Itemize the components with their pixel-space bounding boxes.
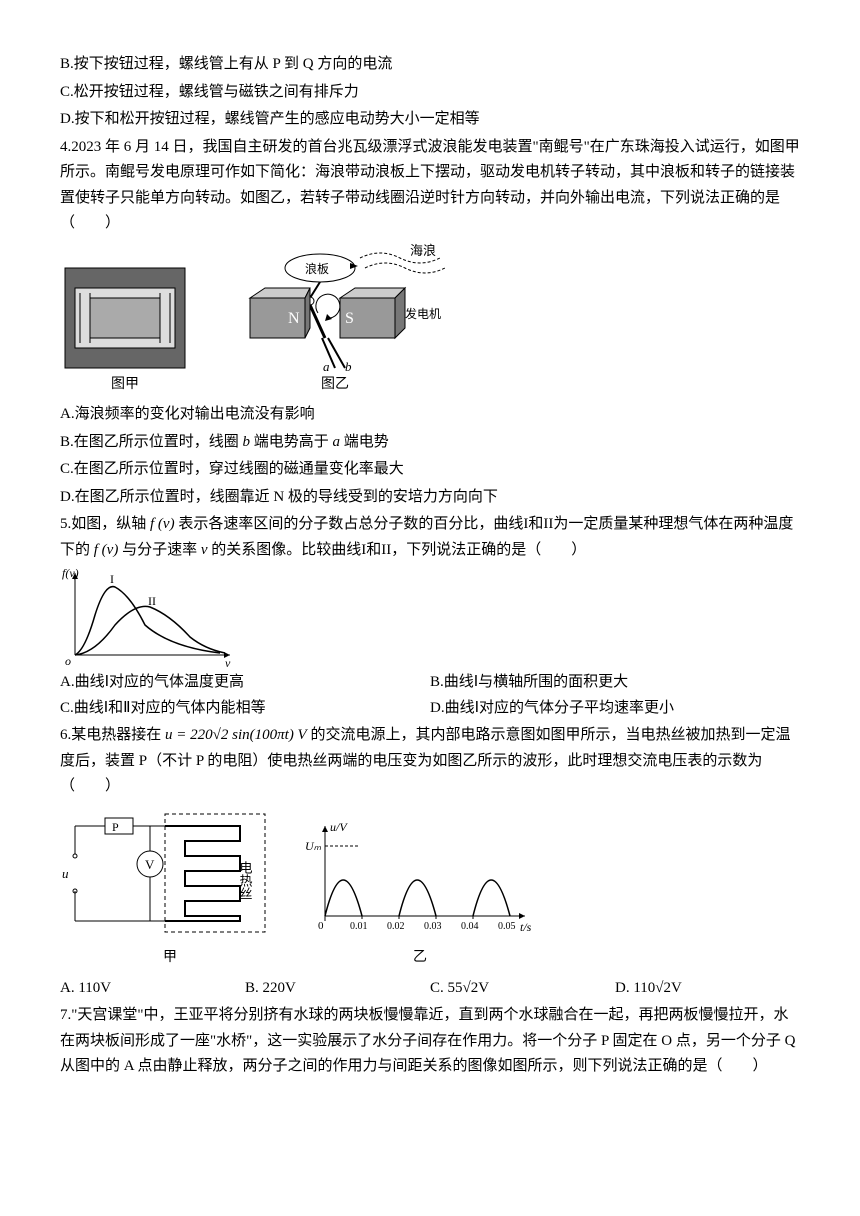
svg-text:Uₘ: Uₘ — [305, 839, 322, 853]
q6-figures: P V 电热丝 u 甲 u/V t — [60, 806, 800, 970]
svg-text:0.03: 0.03 — [424, 921, 442, 932]
q5-stem: 5.如图，纵轴 f (v) 表示各速率区间的分子数占总分子数的百分比，曲线I和I… — [60, 512, 800, 563]
q4-caption-yi: 图乙 — [321, 373, 349, 397]
q4-stem: 4.2023 年 6 月 14 日，我国自主研发的首台兆瓦级漂浮式波浪能发电装置… — [60, 135, 800, 237]
q5-option-b: B.曲线Ⅰ与横轴所围的面积更大 — [430, 670, 800, 696]
svg-text:V: V — [145, 857, 155, 872]
q6-option-b: B. 220V — [245, 976, 430, 1002]
q6-caption-jia: 甲 — [163, 946, 177, 970]
svg-text:II: II — [148, 594, 156, 608]
svg-text:0.01: 0.01 — [350, 921, 368, 932]
svg-text:I: I — [110, 572, 114, 586]
svg-text:S: S — [345, 310, 354, 327]
q5-option-c: C.曲线Ⅰ和Ⅱ对应的气体内能相等 — [60, 696, 430, 722]
q3-option-c: C.松开按钮过程，螺线管与磁铁之间有排斥力 — [60, 80, 800, 106]
q4-fig-yi: 海浪 浪板 N S 发电机 a b — [210, 243, 460, 373]
q5-option-a: A.曲线Ⅰ对应的气体温度更高 — [60, 670, 430, 696]
q6-stem: 6.某电热器接在 u = 220√2 sin(100πt) V 的交流电源上，其… — [60, 723, 800, 800]
svg-text:N: N — [288, 310, 300, 327]
svg-text:0.04: 0.04 — [461, 921, 479, 932]
q5-option-d: D.曲线Ⅰ对应的气体分子平均速率更小 — [430, 696, 800, 722]
svg-text:发电机: 发电机 — [405, 306, 441, 321]
svg-text:v: v — [225, 656, 231, 670]
q3-option-d: D.按下和松开按钮过程，螺线管产生的感应电动势大小一定相等 — [60, 107, 800, 133]
svg-text:f(v): f(v) — [62, 566, 79, 580]
q4-option-a: A.海浪频率的变化对输出电流没有影响 — [60, 402, 800, 428]
svg-text:b: b — [345, 359, 352, 373]
q6-option-d: D. 110√2V — [615, 976, 800, 1002]
svg-text:海浪: 海浪 — [410, 243, 436, 258]
svg-text:浪板: 浪板 — [305, 261, 329, 276]
q5-options: A.曲线Ⅰ对应的气体温度更高 B.曲线Ⅰ与横轴所围的面积更大 C.曲线Ⅰ和Ⅱ对应… — [60, 670, 800, 721]
q6-options: A. 110V B. 220V C. 55√2V D. 110√2V — [60, 976, 800, 1002]
svg-text:o: o — [65, 654, 71, 668]
q6-option-a: A. 110V — [60, 976, 245, 1002]
q7-stem: 7."天宫课堂"中，王亚平将分别挤有水球的两块板慢慢靠近，直到两个水球融合在一起… — [60, 1003, 800, 1080]
q6-waveform: u/V t/s Uₘ 0 0.01 0.02 0.03 0.04 0.05 — [300, 816, 540, 946]
svg-text:0: 0 — [318, 920, 324, 932]
svg-text:u: u — [62, 866, 69, 881]
q4-figures: 图甲 海浪 浪板 N S 发电机 — [60, 243, 800, 397]
svg-text:t/s: t/s — [520, 920, 532, 934]
q6-option-c: C. 55√2V — [430, 976, 615, 1002]
svg-text:a: a — [323, 359, 330, 373]
q4-fig-jia — [60, 263, 190, 373]
q3-option-b: B.按下按钮过程，螺线管上有从 P 到 Q 方向的电流 — [60, 52, 800, 78]
q4-caption-jia: 图甲 — [111, 373, 139, 397]
svg-text:电热丝: 电热丝 — [238, 861, 253, 900]
svg-text:u/V: u/V — [330, 820, 348, 834]
svg-text:0.05: 0.05 — [498, 921, 516, 932]
q4-option-b: B.在图乙所示位置时，线圈 b 端电势高于 a 端电势 — [60, 430, 800, 456]
q5-graph: f(v) v o I II — [60, 565, 240, 670]
q6-circuit: P V 电热丝 u — [60, 806, 280, 946]
svg-text:0.02: 0.02 — [387, 921, 405, 932]
svg-text:P: P — [112, 820, 119, 834]
q4-option-c: C.在图乙所示位置时，穿过线圈的磁通量变化率最大 — [60, 457, 800, 483]
q6-caption-yi: 乙 — [413, 946, 427, 970]
q4-option-d: D.在图乙所示位置时，线圈靠近 N 极的导线受到的安培力方向向下 — [60, 485, 800, 511]
